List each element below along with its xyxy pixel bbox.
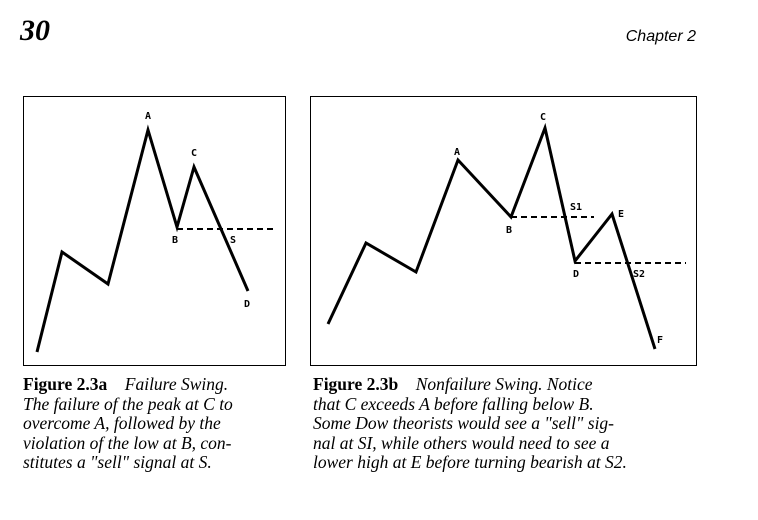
point-label-e: E — [618, 209, 624, 220]
point-label-b: B — [506, 225, 512, 236]
point-label-s2: S2 — [633, 269, 645, 280]
page-number: 30 — [20, 14, 50, 47]
caption-line: that C exceeds A before falling below B. — [313, 393, 594, 414]
point-label-c: C — [191, 148, 197, 159]
point-label-s: S — [230, 235, 236, 246]
point-label-a: A — [454, 147, 460, 158]
figure-2-3a-diagram: A C B S D — [23, 96, 286, 366]
caption-line: Figure 2.3b Nonfailure Swing. Notice — [313, 374, 713, 395]
figure-2-3b-diagram: A C B S1 E D S2 F — [310, 96, 697, 366]
point-label-d: D — [573, 269, 579, 280]
caption-text: Nonfailure Swing. Notice — [415, 374, 593, 394]
failure-swing-svg: A C B S D — [35, 111, 274, 353]
caption-line: The failure of the peak at C to — [23, 393, 233, 414]
caption-text: Failure Swing. — [124, 374, 229, 394]
point-label-b: B — [172, 235, 178, 246]
caption-line: Some Dow theorists would see a "sell" si… — [313, 413, 615, 433]
point-label-s1: S1 — [570, 202, 582, 213]
point-label-c: C — [540, 112, 546, 123]
point-label-f: F — [657, 335, 663, 346]
point-label-a: A — [145, 111, 151, 122]
caption-line: stitutes a "sell" signal at S. — [23, 452, 212, 472]
caption-line: Figure 2.3a Failure Swing. — [23, 374, 293, 395]
figure-2-3b-caption: Figure 2.3b Nonfailure Swing. Notice tha… — [313, 374, 713, 473]
caption-line: lower high at E before turning bearish a… — [313, 452, 627, 472]
nonfailure-swing-svg: A C B S1 E D S2 F — [326, 112, 686, 350]
chapter-heading: Chapter 2 — [625, 28, 696, 45]
price-swing-line — [326, 122, 657, 350]
figure-2-3a-caption: Figure 2.3a Failure Swing. The failure o… — [23, 374, 293, 473]
caption-line: nal at SI, while others would need to se… — [313, 432, 610, 453]
caption-label: Figure 2.3b — [313, 374, 399, 394]
point-label-d: D — [244, 299, 250, 310]
price-swing-line — [35, 124, 250, 353]
caption-label: Figure 2.3a — [23, 374, 108, 394]
caption-line: violation of the low at B, con- — [23, 432, 232, 453]
caption-line: overcome A, followed by the — [23, 413, 221, 433]
